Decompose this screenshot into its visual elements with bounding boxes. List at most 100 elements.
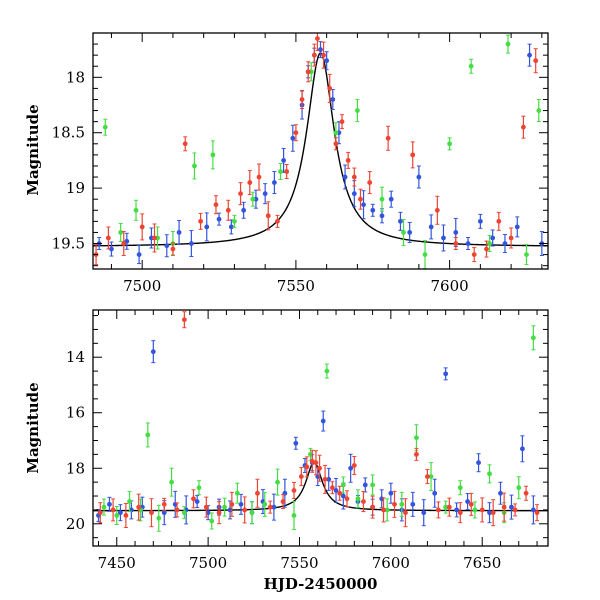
data-point: [309, 458, 315, 464]
data-point: [123, 513, 129, 518]
data-point: [385, 135, 391, 141]
data-point: [514, 224, 520, 230]
data-point: [127, 499, 132, 504]
data-point: [521, 124, 526, 130]
data-point: [424, 474, 430, 479]
data-point: [194, 499, 200, 504]
data-point: [213, 202, 219, 208]
data-point: [136, 504, 142, 510]
data-point: [421, 510, 427, 516]
data-point: [536, 108, 542, 113]
data-point: [333, 141, 339, 147]
plot-area: [93, 311, 548, 532]
series-0: [96, 41, 545, 265]
data-point: [370, 504, 375, 510]
data-point: [305, 69, 311, 75]
data-point: [401, 230, 406, 235]
y-tick-label: 14: [66, 348, 85, 366]
data-point: [182, 141, 188, 147]
data-point: [188, 241, 194, 246]
data-point: [453, 241, 459, 246]
data-point: [280, 499, 286, 504]
data-point: [523, 490, 529, 496]
data-point: [398, 218, 403, 224]
data-point: [530, 335, 536, 341]
data-point: [527, 52, 532, 58]
data-point: [324, 368, 330, 374]
data-point: [315, 36, 320, 41]
data-point: [238, 501, 244, 507]
data-point: [498, 490, 503, 496]
series-1: [101, 325, 536, 532]
data-point: [232, 218, 237, 224]
data-point: [191, 496, 196, 502]
data-point: [196, 485, 202, 491]
data-point: [174, 507, 180, 513]
data-point: [407, 230, 413, 235]
data-point: [169, 479, 174, 485]
data-point: [133, 207, 139, 213]
data-point: [508, 235, 514, 241]
data-point: [110, 507, 116, 513]
data-point: [410, 152, 416, 158]
data-point: [358, 196, 363, 202]
data-point: [234, 490, 240, 496]
data-point: [428, 474, 434, 479]
data-point: [484, 246, 489, 252]
data-point: [487, 241, 492, 246]
data-point: [238, 191, 243, 197]
data-point: [340, 482, 346, 488]
series-1: [102, 34, 542, 269]
data-point: [327, 85, 333, 91]
data-point: [320, 418, 326, 424]
data-point: [457, 485, 463, 491]
plot-frame: [92, 32, 549, 270]
data-point: [329, 485, 335, 491]
data-point: [118, 230, 124, 235]
x-axis-label: HJD-2450000: [264, 575, 378, 593]
x-tick-label: 7550: [277, 277, 315, 295]
data-point: [298, 474, 304, 479]
data-point: [361, 499, 366, 504]
data-point: [342, 174, 348, 180]
data-point: [490, 510, 496, 516]
data-point: [468, 63, 474, 69]
data-point: [434, 207, 440, 213]
data-point: [311, 52, 317, 58]
data-point: [278, 169, 283, 174]
data-point: [114, 513, 120, 518]
data-point: [105, 235, 111, 241]
data-point: [210, 152, 216, 158]
data-point: [156, 515, 162, 521]
data-point: [384, 507, 390, 513]
data-point: [262, 501, 268, 507]
data-point: [149, 510, 154, 516]
x-tick-label: 7600: [431, 277, 469, 295]
data-point: [139, 224, 145, 230]
data-point: [255, 490, 260, 496]
data-point: [204, 224, 210, 230]
data-point: [512, 507, 518, 513]
data-point: [324, 58, 330, 64]
y-tick-label: 18.5: [52, 124, 85, 142]
data-point: [209, 518, 215, 524]
y-tick-label: 20: [66, 515, 85, 533]
data-point: [339, 119, 345, 125]
data-point: [388, 490, 394, 496]
data-point: [454, 507, 460, 513]
data-point: [164, 243, 170, 249]
data-point: [203, 504, 209, 510]
data-point: [284, 169, 290, 174]
data-point: [381, 507, 386, 513]
data-point: [192, 163, 197, 169]
data-point: [216, 216, 222, 222]
x-tick-label: 7600: [372, 554, 410, 572]
x-tick-label: 7650: [463, 554, 501, 572]
data-point: [490, 235, 496, 241]
data-point: [228, 224, 234, 230]
data-point: [399, 501, 405, 507]
data-point: [227, 507, 233, 513]
data-point: [441, 235, 446, 241]
data-point: [271, 504, 277, 510]
